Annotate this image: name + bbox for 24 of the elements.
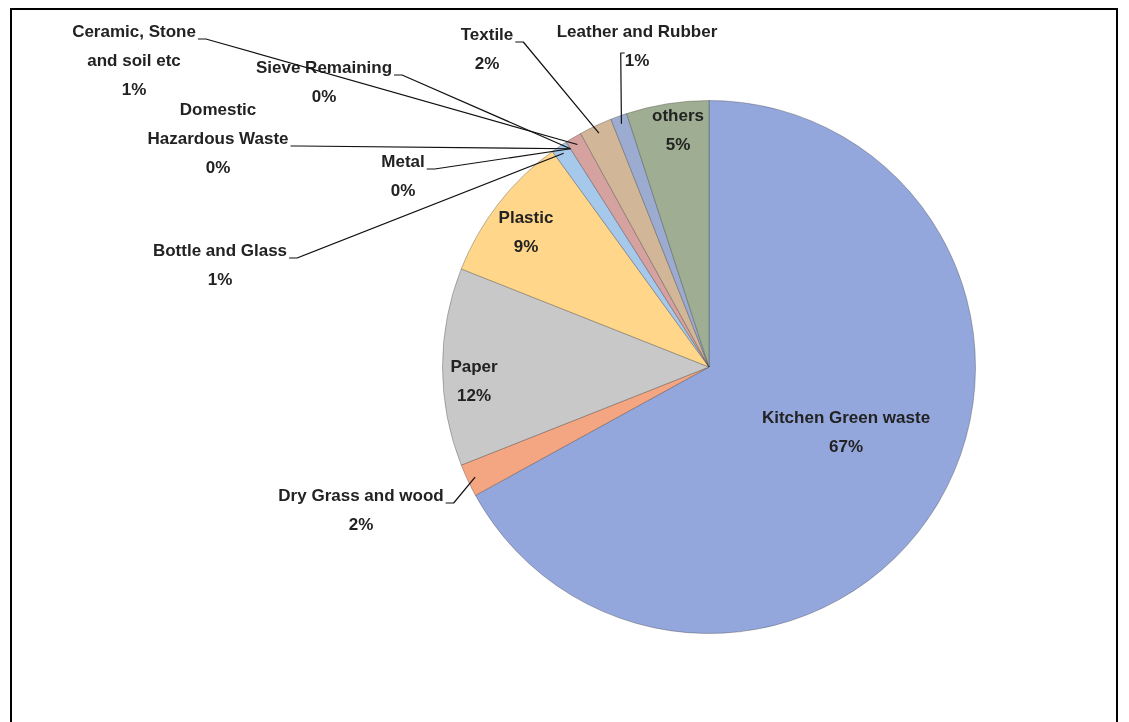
slice-label: Bottle and Glass — [152, 240, 288, 260]
text: 0% — [311, 86, 337, 106]
data-label: 1% — [207, 269, 233, 289]
category-label: Metal — [381, 151, 425, 171]
category-label: Domestic Hazardous Waste — [147, 99, 289, 148]
data-label: 2% — [348, 514, 374, 534]
text: 0% — [205, 157, 231, 177]
slice-label: Ceramic, Stone and soil etc — [72, 21, 196, 70]
data-label: 1% — [624, 50, 650, 70]
slice-label: others — [652, 105, 704, 125]
category-label: Sieve Remaining — [255, 57, 393, 77]
data-label: 67% — [828, 436, 864, 456]
slice-label: Kitchen Green waste — [761, 407, 931, 427]
data-label: 12% — [456, 385, 492, 405]
slice-label: Plastic — [498, 207, 554, 227]
data-label: 2% — [474, 53, 500, 73]
slice-label: Leather and Rubber — [556, 21, 718, 41]
slice-label: Dry Grass and wood — [278, 485, 444, 505]
text: 0% — [390, 180, 416, 200]
data-label: 5% — [665, 134, 691, 154]
data-label: 9% — [513, 236, 539, 256]
slice-label: Paper — [450, 356, 499, 376]
data-label: 1% — [121, 79, 147, 99]
slice-label: Textile — [460, 24, 514, 44]
